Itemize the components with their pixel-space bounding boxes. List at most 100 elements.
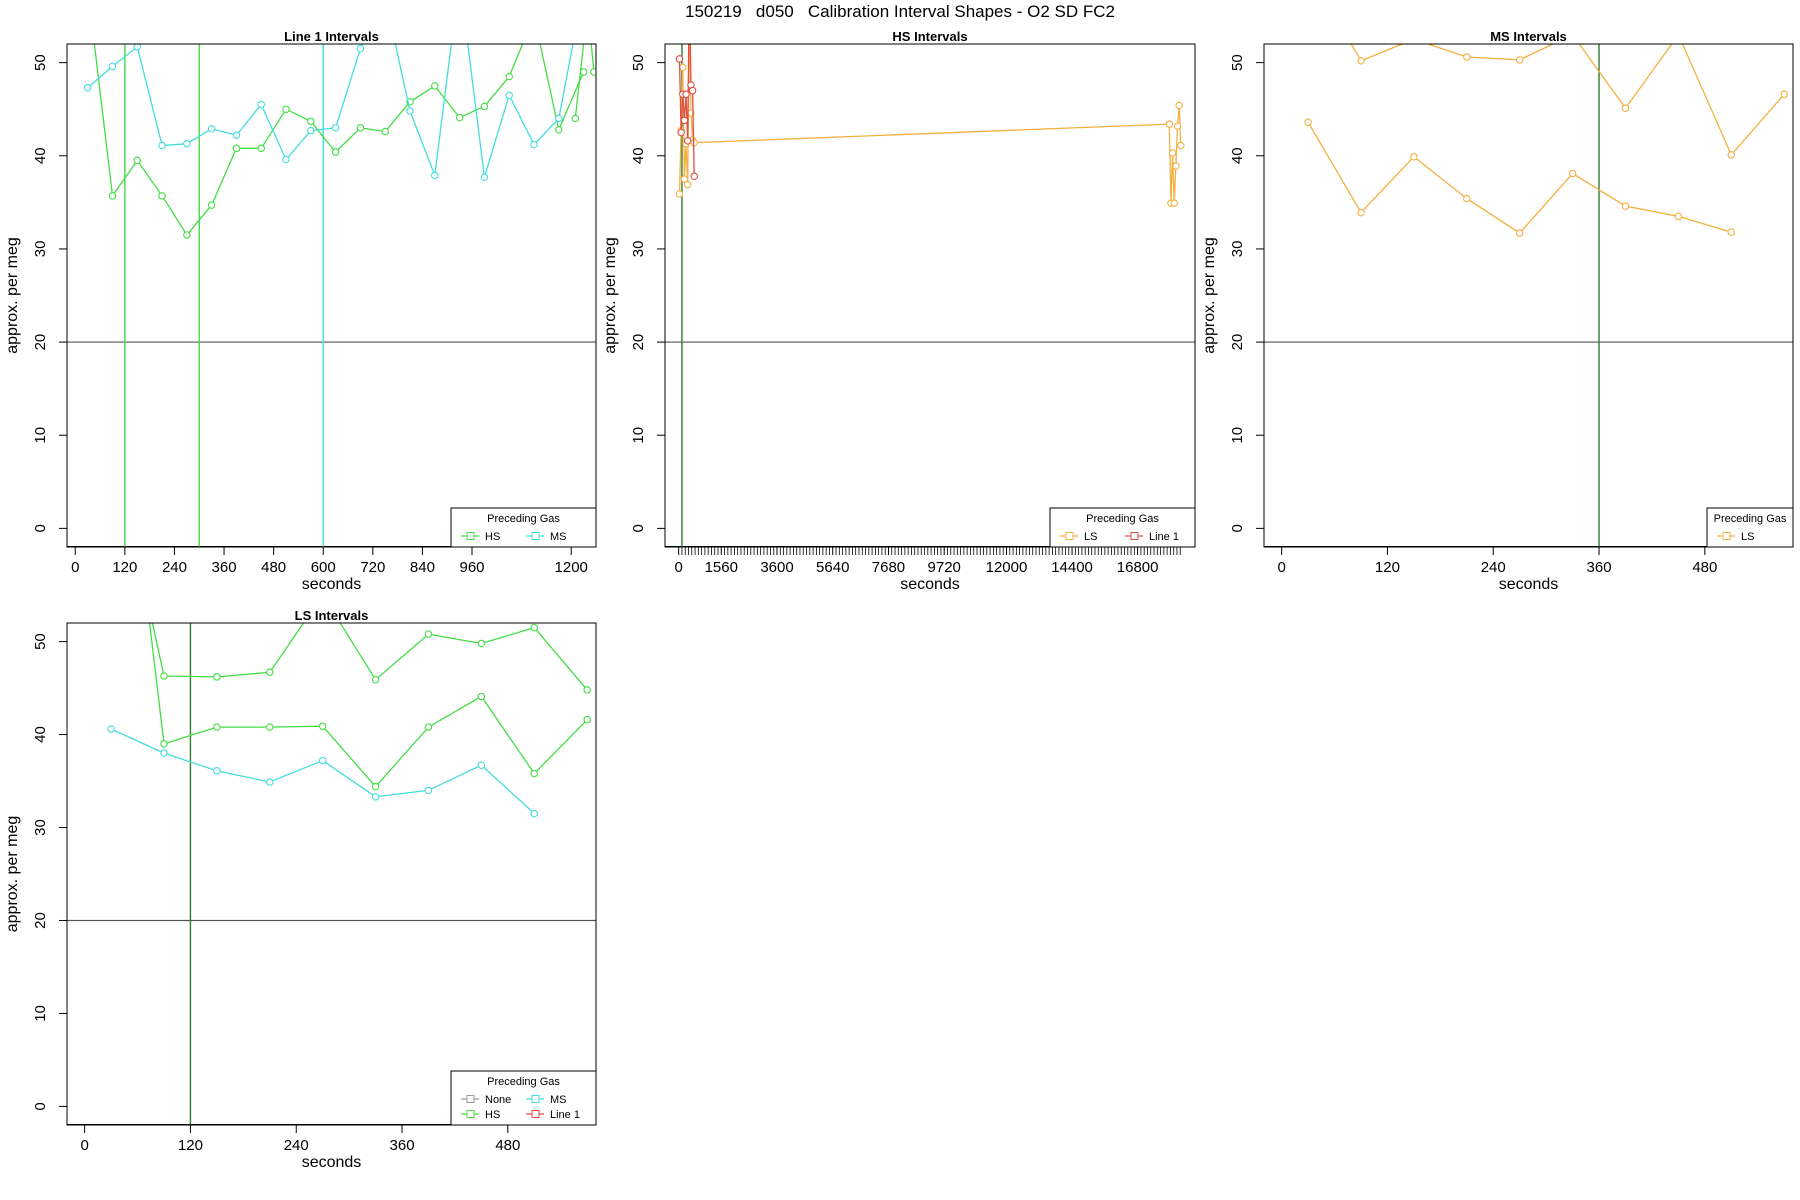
data-point [424, 630, 433, 638]
x-tick-label: 5640 [816, 559, 849, 576]
data-point [158, 141, 166, 150]
y-tick-label: 0 [1229, 524, 1246, 532]
plot-region [1264, 31, 1793, 547]
series-line [151, 623, 588, 691]
y-tick-label: 30 [630, 241, 647, 258]
legend-box [450, 1070, 597, 1126]
y-tick-label: 10 [1229, 427, 1246, 444]
x-tick-label: 120 [1375, 559, 1400, 576]
data-point [1621, 202, 1630, 210]
data-point [682, 90, 690, 99]
data-point [424, 723, 433, 731]
legend-entry-hs: HS [461, 531, 500, 543]
x-tick-label: 0 [71, 559, 79, 576]
x-tick-label: 12000 [986, 559, 1028, 576]
legend-label: MS [550, 531, 567, 543]
data-point [257, 144, 265, 153]
data-point [266, 668, 274, 677]
series-hs [151, 623, 591, 694]
x-tick-label: 360 [212, 559, 237, 576]
data-point [1515, 229, 1524, 237]
panel-ms-intervals: MS Intervals 0 10 20 30 40 50 approx. per meg 0 1… [1201, 29, 1794, 593]
y-axis-label: approx. per meg [4, 816, 21, 933]
data-point [1168, 149, 1177, 157]
data-point [680, 175, 689, 183]
data-point [356, 124, 365, 132]
legend: Preceding Gas LS Line 1 [1049, 507, 1196, 548]
series-ls [1304, 118, 1736, 237]
data-point [381, 127, 389, 136]
data-point [690, 172, 698, 181]
legend-swatch-marker [1722, 532, 1731, 540]
x-axis-label: seconds [900, 576, 960, 593]
data-point [680, 116, 689, 125]
legend-box [1049, 507, 1196, 548]
data-point [477, 761, 486, 769]
data-point [585, 4, 591, 10]
data-point [1170, 199, 1178, 208]
data-point [1410, 152, 1418, 161]
plot-region [67, 592, 596, 1125]
x-tick-label: 840 [410, 559, 435, 576]
data-point [1675, 31, 1681, 37]
x-axis-label: seconds [302, 1154, 362, 1171]
plot-region [665, 44, 1195, 547]
data-point [331, 148, 340, 156]
data-point [590, 68, 596, 76]
data-point [213, 767, 221, 775]
y-tick-label: 30 [32, 241, 49, 258]
data-point [1515, 56, 1524, 64]
data-point [1411, 36, 1417, 42]
data-point [480, 102, 489, 111]
data-point [257, 100, 265, 109]
series-ms [107, 725, 539, 818]
data-point [1569, 31, 1575, 37]
legend-entry-none: None [461, 1094, 511, 1106]
legend-entry-ls: LS [1717, 531, 1754, 543]
y-tick-label: 20 [32, 912, 49, 929]
legend-swatch-marker [466, 1110, 475, 1118]
legend-label: HS [485, 1109, 500, 1121]
legend-title: Preceding Gas [1714, 513, 1787, 525]
data-point [282, 155, 290, 164]
data-point [282, 105, 290, 113]
x-tick-label: 600 [311, 559, 336, 576]
data-point [480, 173, 489, 181]
y-axis-label: approx. per meg [4, 237, 21, 354]
y-tick-label: 40 [32, 147, 49, 164]
y-tick-label: 10 [32, 1005, 49, 1022]
data-point [382, 0, 388, 1]
data-point [688, 86, 697, 95]
data-point [1172, 162, 1180, 170]
data-point [1780, 90, 1788, 99]
series-hs [143, 592, 591, 791]
panel-line1-intervals: Line 1 Intervals 0 10 20 30 40 50 approx. per m… [4, 0, 597, 593]
x-tick-label: 14400 [1051, 559, 1093, 576]
data-point [683, 137, 692, 145]
legend-box [1706, 507, 1794, 548]
x-tick-label: 7680 [872, 559, 905, 576]
y-tick-label: 0 [32, 524, 49, 532]
legend-label: MS [550, 1094, 567, 1106]
plot-frame [66, 43, 597, 548]
data-point [583, 686, 591, 694]
panel-title: MS Intervals [1490, 29, 1567, 44]
data-point [331, 124, 340, 132]
legend-label: None [485, 1094, 511, 1106]
data-point [1357, 208, 1365, 217]
data-point [555, 125, 563, 134]
data-point [266, 723, 274, 731]
data-point [675, 55, 684, 63]
x-tick-label: 360 [1587, 559, 1612, 576]
y-tick-label: 0 [32, 1102, 49, 1110]
y-tick-label: 10 [630, 427, 647, 444]
data-point [143, 592, 149, 598]
y-tick-label: 50 [32, 633, 49, 650]
data-point [530, 769, 539, 778]
legend-swatch-marker [466, 532, 475, 540]
x-tick-label: 120 [178, 1137, 203, 1154]
legend-label: Line 1 [550, 1109, 580, 1121]
legend-entry-line-1: Line 1 [526, 1109, 580, 1121]
x-tick-label: 360 [390, 1137, 415, 1154]
